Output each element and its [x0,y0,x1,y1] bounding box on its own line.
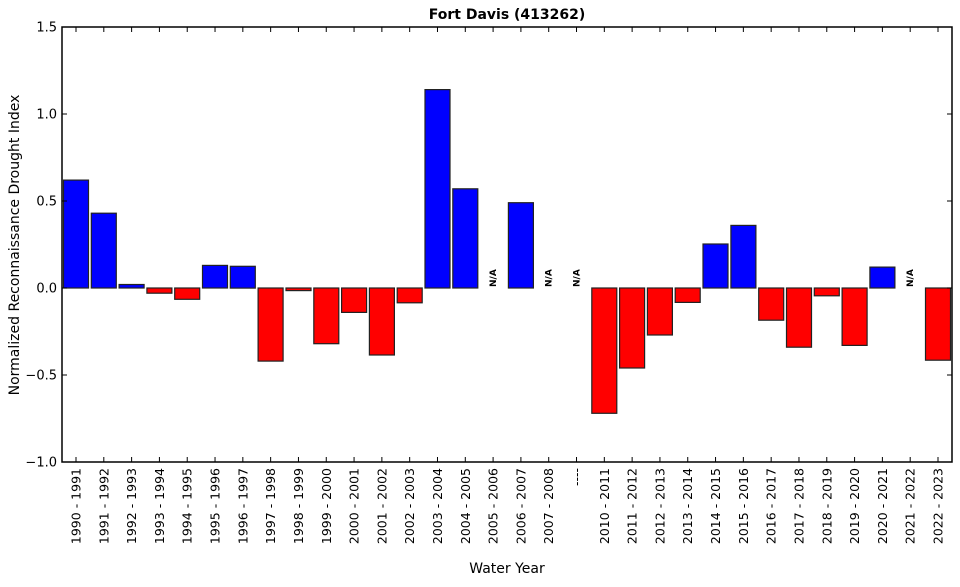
bar-2011-2012 [618,287,646,369]
x-tick-label: 2011 - 2012 [625,468,640,544]
x-tick-label: 1995 - 1996 [208,468,223,544]
plot-frame [61,26,953,463]
x-tick-label: 2012 - 2013 [652,468,667,544]
bar-2017-2018 [785,287,813,348]
na-labels-group: N/A N/A N/A N/A [489,269,916,287]
bar-2016-2017 [758,287,785,321]
x-tick-label: 2003 - 2004 [430,468,445,544]
bar-2014-2015 [702,243,729,289]
x-tick-label: 1997 - 1998 [263,468,278,544]
y-tick-label: −1.0 [25,456,57,471]
x-tick-label: 2017 - 2018 [792,468,807,544]
bar-1997-1998 [257,287,284,362]
x-tick-label: 2013 - 2014 [680,468,695,544]
x-tick-label: 2002 - 2003 [402,468,417,544]
x-tick-label: 2019 - 2020 [847,468,862,544]
y-tick-label: −0.5 [25,369,57,384]
bars-group [62,88,952,414]
x-tick-label: 2005 - 2006 [486,468,501,544]
y-axis-label: Normalized Reconnaissance Drought Index [7,95,23,396]
bar-2004-2005 [452,188,479,289]
bar-1999-2000 [313,287,340,345]
bar-1993-1994 [146,287,173,294]
x-tick-label: 1990 - 1991 [69,468,84,544]
bar-2002-2003 [396,287,423,304]
bar-2010-2011 [591,287,618,414]
na-label: N/A [489,269,499,287]
x-tick-label: 1998 - 1999 [291,468,306,544]
y-axis-ticks: −1.0 −0.5 0.0 0.5 1.0 1.5 [25,21,952,471]
bar-2020-2021 [869,266,896,289]
x-tick-label: 2021 - 2022 [903,468,918,544]
x-tick-label: 2000 - 2001 [347,468,362,544]
x-tick-label: 2010 - 2011 [597,468,612,544]
x-tick-label: 2014 - 2015 [708,468,723,544]
bar-1996-1997 [229,265,256,289]
x-tick-label: 1994 - 1995 [180,468,195,544]
bar-2022-2023 [924,287,952,361]
x-tick-label: 2006 - 2007 [513,468,528,544]
y-tick-label: 0.0 [36,282,57,297]
bar-1995-1996 [201,264,229,289]
bar-2013-2014 [674,287,701,303]
x-axis-label: Water Year [469,561,545,577]
bar-2000-2001 [341,287,368,313]
x-tick-label: 2020 - 2021 [875,468,890,544]
x-tick-label: 1993 - 1994 [152,468,167,544]
y-tick-label: 1.0 [36,108,57,123]
x-tick-label: 1991 - 1992 [96,468,111,544]
chart-title: Fort Davis (413262) [429,7,586,23]
bar-1998-1999 [285,287,312,292]
x-tick-label: 2022 - 2023 [931,468,946,544]
bar-1994-1995 [174,287,201,300]
na-label: N/A [906,269,916,287]
bar-2006-2007 [507,202,534,289]
bar-2019-2020 [841,287,868,347]
x-tick-label: ---- [569,468,584,486]
x-tick-label: 2018 - 2019 [819,468,834,544]
x-tick-label: 2007 - 2008 [541,468,556,544]
bar-1990-1991 [62,179,90,289]
x-axis-ticks: 1990 - 1991 1991 - 1992 1992 - 1993 1993 - … [69,27,946,544]
x-tick-label: 1996 - 1997 [235,468,250,544]
x-tick-label: 2004 - 2005 [458,468,473,544]
bar-2015-2016 [730,224,757,289]
bar-2012-2013 [646,287,674,336]
x-tick-label: 2016 - 2017 [764,468,779,544]
na-label: N/A [545,269,555,287]
x-tick-label: 1999 - 2000 [319,468,334,544]
y-tick-label: 1.5 [36,21,57,36]
bar-2001-2002 [368,287,395,356]
x-tick-label: 1992 - 1993 [124,468,139,544]
x-tick-label: 2015 - 2016 [736,468,751,544]
bar-2018-2019 [813,287,840,297]
x-tick-label: 2001 - 2002 [374,468,389,544]
bar-1992-1993 [118,283,145,289]
y-tick-label: 0.5 [36,195,57,210]
bar-1991-1992 [90,212,117,289]
bar-2003-2004 [424,88,451,289]
na-label: N/A [573,269,583,287]
